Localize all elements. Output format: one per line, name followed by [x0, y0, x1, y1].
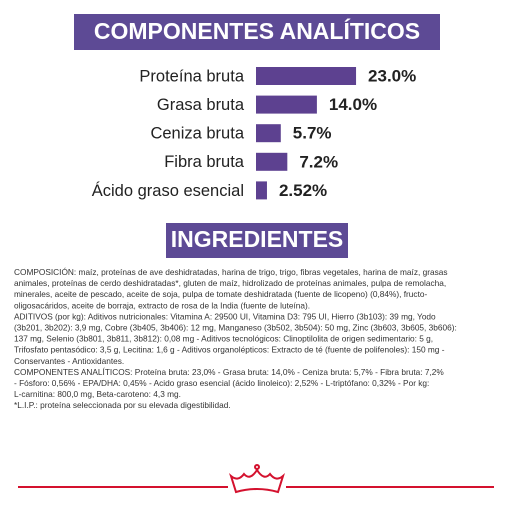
value-label: 14.0% — [329, 95, 377, 114]
crown-logo — [229, 464, 285, 494]
header-band — [74, 14, 440, 50]
category-label: Grasa bruta — [157, 96, 245, 114]
bar — [256, 67, 357, 85]
category-label: Proteína bruta — [139, 67, 244, 85]
bar — [256, 95, 317, 114]
bar — [256, 152, 288, 171]
ingredients-line: *L.I.P.: proteína seleccionada por su el… — [14, 400, 231, 410]
ingredients-line: 137 mg, Selenio (3b801, 3b811, 3b812): 0… — [14, 334, 433, 344]
value-label: 23.0% — [368, 66, 416, 85]
bar — [256, 124, 281, 143]
ingredients-line: animales, proteínas de cerdo deshidratad… — [14, 278, 446, 288]
category-label: Ácido graso esencial — [92, 181, 244, 200]
ingredients-line: Trifosfato pentasódico: 3,5 g, Lecitina:… — [14, 345, 445, 355]
chart-title: COMPONENTES ANALÍTICOS — [94, 17, 420, 44]
ingredients-line: oligosacáridos, aceite de borraja, extra… — [14, 300, 310, 310]
ingredients-line: COMPONENTES ANALÍTICOS: Proteína bruta: … — [14, 367, 444, 377]
ingredients-line: ADITIVOS (por kg): Aditivos nutricionale… — [14, 311, 436, 321]
ingredients-title: INGREDIENTES — [171, 226, 344, 252]
ingredients-line: L-carnitina: 800,0 mg, Beta-caroteno: 4,… — [14, 389, 181, 399]
ingredients-line: minerales, aceite de pescado, aceite de … — [14, 289, 427, 299]
ingredients-line: Conservantes - Antioxidantes. — [14, 356, 124, 366]
header-band — [166, 223, 348, 258]
category-label: Fibra bruta — [164, 153, 245, 171]
ingredients-line: - Fósforo: 0,56% - EPA/DHA: 0,45% - Acid… — [14, 378, 429, 388]
category-label: Ceniza bruta — [150, 125, 244, 143]
value-label: 2.52% — [279, 181, 327, 200]
ingredients-line: (3b201, 3b202): 3,9 mg, Cobre (3b405, 3b… — [14, 323, 457, 333]
value-label: 7.2% — [299, 152, 338, 171]
value-label: 5.7% — [293, 124, 332, 143]
bar — [256, 181, 267, 200]
ingredients-line: COMPOSICIÓN: maíz, proteínas de ave desh… — [14, 267, 448, 277]
